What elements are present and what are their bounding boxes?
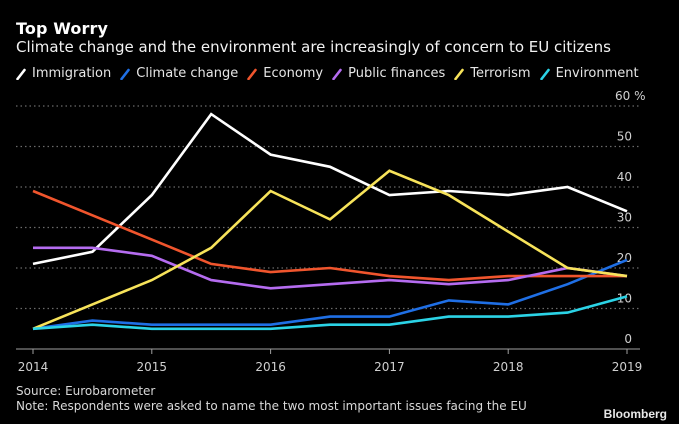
- chart-subtitle: Climate change and the environment are i…: [16, 38, 611, 56]
- x-axis: [16, 348, 640, 354]
- legend-swatch-icon: [120, 68, 131, 80]
- legend-label: Economy: [263, 66, 324, 81]
- legend-item-immigration: Immigration: [16, 66, 111, 81]
- legend-label: Immigration: [32, 66, 112, 81]
- series-line-immigration: [32, 112, 628, 266]
- bloomberg-logo: Bloomberg: [603, 407, 667, 421]
- series-line-environment: [32, 295, 628, 331]
- y-tick-label: 10: [617, 292, 632, 306]
- source-note: Source: Eurobarometer: [16, 384, 156, 398]
- legend-item-terrorism: Terrorism: [454, 66, 531, 81]
- y-tick-label: 30: [617, 211, 632, 225]
- x-tick-label: 2018: [493, 360, 524, 374]
- legend-swatch-icon: [247, 68, 258, 80]
- x-axis-labels: 2014 2015 2016 2017 2018 2019: [18, 360, 643, 374]
- legend-swatch-icon: [16, 68, 26, 80]
- y-tick-label: 50: [617, 130, 632, 144]
- x-tick-label: 2014: [18, 360, 49, 374]
- legend-swatch-icon: [454, 68, 465, 80]
- legend-item-economy: Economy: [247, 66, 323, 81]
- x-tick-label: 2019: [612, 360, 643, 374]
- y-tick-label: 60 %: [615, 89, 646, 103]
- series-line-public-finances: [33, 246, 628, 290]
- y-tick-label: 0: [624, 332, 632, 346]
- series-line-terrorism: [32, 169, 628, 331]
- legend-swatch-icon: [332, 68, 342, 80]
- legend-item-environment: Environment: [539, 66, 639, 81]
- legend-label: Environment: [555, 66, 639, 81]
- series-lines: [32, 112, 628, 331]
- series-line-economy: [32, 189, 627, 282]
- chart-title: Top Worry: [16, 19, 108, 38]
- legend-label: Public finances: [348, 66, 446, 81]
- legend-label: Terrorism: [470, 66, 531, 81]
- series-line-climate-change: [32, 258, 628, 331]
- y-tick-label: 40: [617, 170, 632, 184]
- legend-label: Climate change: [136, 66, 239, 81]
- gridlines: [16, 105, 640, 310]
- footnote: Note: Respondents were asked to name the…: [16, 399, 527, 413]
- legend-item-public-finances: Public finances: [332, 66, 445, 81]
- legend-swatch-icon: [539, 68, 550, 80]
- x-tick-label: 2015: [137, 360, 168, 374]
- x-tick-label: 2017: [374, 360, 405, 374]
- legend: Immigration Climate change Economy Public f…: [16, 66, 648, 81]
- x-tick-label: 2016: [255, 360, 286, 374]
- legend-item-climate-change: Climate change: [120, 66, 238, 81]
